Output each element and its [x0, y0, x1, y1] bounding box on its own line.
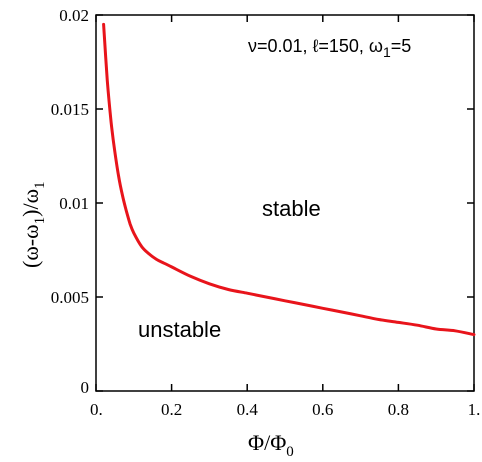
y-tick-label: 0.02 [59, 6, 89, 25]
y-tick-label: 0.005 [51, 288, 89, 307]
x-tick-label: 0.6 [312, 400, 333, 419]
y-tick-label: 0.015 [51, 100, 89, 119]
x-axis-title: Φ/Φ0 [248, 430, 294, 460]
stable-label: stable [262, 196, 321, 221]
y-tick-label: 0 [81, 378, 90, 397]
y-tick-label: 0.01 [59, 194, 89, 213]
tick-labels: 0. 0.2 0.4 0.6 0.8 1. 0 0.005 0.01 0.015 0.02 [51, 6, 481, 419]
x-tick-label: 0.4 [237, 400, 259, 419]
ticks [95, 14, 475, 392]
series-curve [102, 22, 476, 337]
x-tick-label: 0.8 [388, 400, 409, 419]
params-annotation: ν=0.01, ℓ=150, ω1=5 [248, 36, 411, 60]
x-tick-label: 1. [468, 400, 481, 419]
unstable-label: unstable [138, 317, 221, 342]
x-tick-label: 0.2 [161, 400, 182, 419]
x-tick-label: 0. [90, 400, 103, 419]
y-axis-title: (ω-ω1)/ω1 [18, 181, 48, 268]
